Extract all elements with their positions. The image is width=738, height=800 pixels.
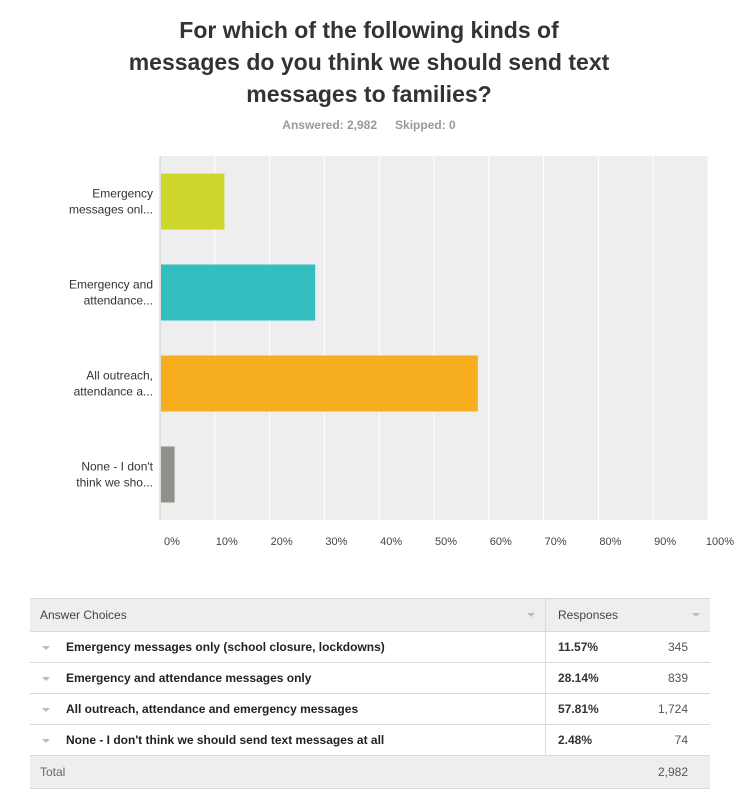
response-count: 74 bbox=[633, 724, 710, 756]
title-line: messages to families? bbox=[246, 81, 492, 107]
response-percent: 57.81% bbox=[545, 693, 633, 725]
x-tick-label: 40% bbox=[380, 536, 402, 548]
expand-chevron-icon[interactable] bbox=[42, 676, 50, 681]
title-line: messages do you think we should send tex… bbox=[128, 49, 610, 75]
response-percent: 2.48% bbox=[545, 724, 633, 756]
table-row: Emergency and attendance messages only 2… bbox=[30, 662, 710, 694]
table-row: None - I don't think we should send text… bbox=[30, 724, 710, 756]
answer-choice: None - I don't think we should send text… bbox=[66, 733, 385, 747]
answer-choice: All outreach, attendance and emergency m… bbox=[66, 702, 359, 716]
x-tick-label: 80% bbox=[599, 536, 621, 548]
category-label: attendance a... bbox=[74, 385, 153, 399]
x-tick-label: 100% bbox=[706, 536, 734, 548]
bar bbox=[161, 264, 316, 321]
table-total-row: Total 2,982 bbox=[30, 755, 710, 789]
table-header-row: Answer Choices Responses bbox=[30, 598, 710, 632]
x-tick-label: 50% bbox=[435, 536, 457, 548]
category-label: think we sho... bbox=[76, 476, 153, 490]
response-count: 345 bbox=[633, 631, 710, 663]
expand-chevron-icon[interactable] bbox=[42, 707, 50, 712]
answer-choice: Emergency messages only (school closure,… bbox=[66, 640, 385, 654]
expand-chevron-icon[interactable] bbox=[42, 738, 50, 743]
total-value: 2,982 bbox=[633, 755, 710, 789]
x-tick-label: 70% bbox=[545, 536, 567, 548]
answered-count: Answered: 2,982 bbox=[282, 118, 378, 132]
category-label: attendance... bbox=[84, 294, 153, 308]
response-count: 1,724 bbox=[633, 693, 710, 725]
x-tick-label: 90% bbox=[654, 536, 676, 548]
sort-chevron-icon[interactable] bbox=[692, 613, 700, 617]
bar bbox=[161, 355, 478, 412]
response-percent: 28.14% bbox=[545, 662, 633, 694]
skipped-count: Skipped: 0 bbox=[395, 118, 456, 132]
x-tick-label: 0% bbox=[164, 536, 180, 548]
total-label: Total bbox=[30, 755, 546, 789]
expand-chevron-icon[interactable] bbox=[42, 645, 50, 650]
responses-header[interactable]: Responses bbox=[545, 598, 710, 632]
bar bbox=[161, 173, 225, 230]
x-tick-label: 20% bbox=[271, 536, 293, 548]
response-percent: 11.57% bbox=[545, 631, 633, 663]
table-row: All outreach, attendance and emergency m… bbox=[30, 693, 710, 725]
x-tick-label: 60% bbox=[490, 536, 512, 548]
bar bbox=[161, 446, 175, 503]
x-tick-label: 10% bbox=[216, 536, 238, 548]
category-label: None - I don't bbox=[81, 460, 153, 474]
sort-chevron-icon[interactable] bbox=[527, 613, 535, 617]
x-tick-label: 30% bbox=[325, 536, 347, 548]
title-line: For which of the following kinds of bbox=[179, 17, 559, 43]
table-row: Emergency messages only (school closure,… bbox=[30, 631, 710, 663]
category-label: Emergency and bbox=[69, 278, 153, 292]
response-count: 839 bbox=[633, 662, 710, 694]
response-stats: Answered: 2,982 Skipped: 0 bbox=[0, 118, 738, 132]
answer-choices-header[interactable]: Answer Choices bbox=[30, 598, 546, 632]
category-label: All outreach, bbox=[86, 369, 153, 383]
category-label: Emergency bbox=[92, 187, 153, 201]
chart-title: For which of the following kinds of mess… bbox=[0, 14, 738, 110]
category-label: messages onl... bbox=[69, 203, 153, 217]
bar-chart: 0% 10% 20% 30% 40% 50% 60% 70% 80% 90% 100% Emergen… bbox=[69, 156, 734, 548]
responses-table: Answer Choices Responses Emergency messa… bbox=[30, 598, 710, 789]
answer-choice: Emergency and attendance messages only bbox=[66, 671, 312, 685]
